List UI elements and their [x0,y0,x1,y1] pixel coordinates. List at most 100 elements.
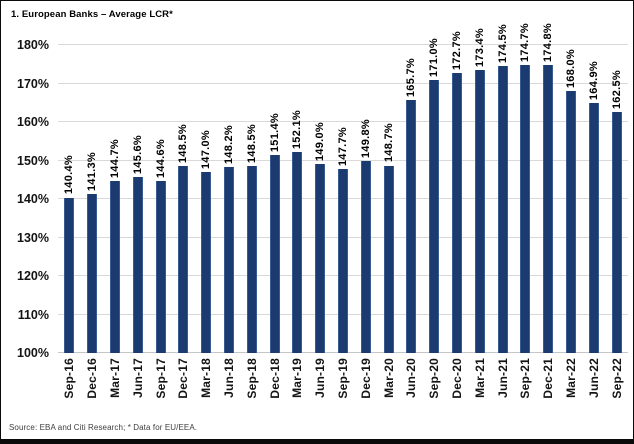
bar [269,155,280,353]
bar-value-label: 164.9% [587,61,600,101]
x-axis-label: Sep-18 [244,358,259,399]
bar-value-label: 140.4% [63,155,76,195]
bar-slot: 162.5% [605,45,628,353]
bar-value-label: 165.7% [405,58,418,98]
bar-value-label: 162.5% [610,70,623,110]
x-axis-label: Sep-19 [335,358,350,399]
x-axis-label: Mar-18 [199,358,214,398]
bar-slot: 148.7% [377,45,400,353]
bar-slot: 174.8% [537,23,560,353]
bar [246,166,257,353]
bar-slot: 174.7% [514,23,537,353]
y-tick-label: 180% [17,38,49,52]
bar [611,112,622,353]
bar-value-label: 144.6% [154,139,167,179]
bar-value-label: 148.2% [222,125,235,165]
bar [132,177,143,353]
x-slot: Sep-16 [58,358,81,416]
bar [87,194,98,353]
bar-slot: 140.4% [58,45,81,353]
x-slot: Jun-21 [491,358,514,416]
gridline [58,44,628,45]
y-tick-label: 140% [17,192,49,206]
source-note: Source: EBA and Citi Research; * Data fo… [9,423,198,432]
bar [337,169,348,353]
gridline [58,159,628,161]
x-axis-label: Jun-20 [404,358,419,398]
x-axis-label: Jun-22 [586,358,601,398]
bar [360,161,371,353]
bar [406,100,417,353]
x-axis-label: Mar-17 [107,358,122,398]
x-axis-label: Dec-18 [267,358,282,399]
x-slot: Jun-19 [309,358,332,416]
bar-slot: 173.4% [468,28,491,353]
bar-value-label: 148.5% [245,124,258,164]
x-axis: Sep-16 Dec-16 Mar-17 Jun-17 Sep-17 Dec-17 Mar-… [58,358,628,416]
bar-slot: 172.7% [446,31,469,353]
x-slot: Mar-21 [468,358,491,416]
bar-value-label: 168.0% [564,49,577,89]
x-slot: Sep-20 [423,358,446,416]
x-axis-label: Jun-21 [495,358,510,398]
bar-slot: 147.7% [332,45,355,353]
bar-slot: 168.0% [560,45,583,353]
bar-value-label: 174.7% [519,23,532,63]
bar [474,70,485,353]
x-axis-label: Jun-17 [130,358,145,398]
bar-value-label: 148.5% [177,124,190,164]
bar [383,165,394,353]
bar [64,197,75,353]
bar-value-label: 171.0% [428,37,441,77]
x-slot: Dec-19 [354,358,377,416]
bar-slot: 148.5% [172,45,195,353]
plot-area: 140.4% 141.3% 144.7% 145.6% 144.6% 148.5% 147.… [58,23,628,353]
bar [497,66,508,353]
y-tick-label: 130% [17,230,49,245]
x-axis-label: Dec-20 [449,358,464,399]
x-slot: Jun-17 [126,358,149,416]
x-slot: Dec-16 [81,358,104,416]
bar-slot: 144.7% [104,45,127,353]
bar-series: 140.4% 141.3% 144.7% 145.6% 144.6% 148.5% 147.… [58,23,628,353]
y-tick-label: 160% [17,115,49,129]
x-axis-label: Mar-22 [563,358,578,398]
bar-slot: 148.2% [218,45,241,353]
x-axis-label: Sep-16 [62,358,77,399]
bar-slot: 147.0% [195,45,218,353]
x-slot: Sep-17 [149,358,172,416]
bar-slot: 165.7% [400,45,423,353]
bar-value-label: 149.8% [359,119,372,159]
x-slot: Mar-20 [377,358,400,416]
bar-slot: 141.3% [81,45,104,353]
bar-value-label: 148.7% [382,123,395,163]
bar-value-label: 172.7% [450,31,463,71]
bar-slot: 149.0% [309,45,332,353]
bar-slot: 148.5% [240,45,263,353]
gridline [58,121,628,122]
x-axis-label: Sep-21 [518,358,533,399]
x-slot: Jun-18 [218,358,241,416]
bar [201,172,212,353]
bar [565,91,576,353]
x-axis-label: Dec-17 [176,358,191,399]
bar-value-label: 149.0% [314,122,327,162]
x-slot: Dec-20 [446,358,469,416]
x-axis-label: Dec-19 [358,358,373,399]
x-axis-label: Mar-20 [381,358,396,398]
x-slot: Sep-19 [332,358,355,416]
x-axis-label: Sep-22 [609,358,624,399]
y-tick-label: 100% [17,346,49,360]
x-slot: Mar-18 [195,358,218,416]
chart-title: 1. European Banks – Average LCR* [11,9,173,20]
x-slot: Jun-20 [400,358,423,416]
bar [520,65,531,353]
bar-slot: 171.0% [423,38,446,353]
bar-value-label: 174.8% [542,22,555,62]
bar-value-label: 152.1% [291,110,304,150]
bar-value-label: 141.3% [86,151,99,191]
bar-slot: 152.1% [286,45,309,353]
bar [109,180,120,353]
y-axis: 100% 110% 120% 130% 140% 150% 160% 170% 180% [1,38,53,360]
